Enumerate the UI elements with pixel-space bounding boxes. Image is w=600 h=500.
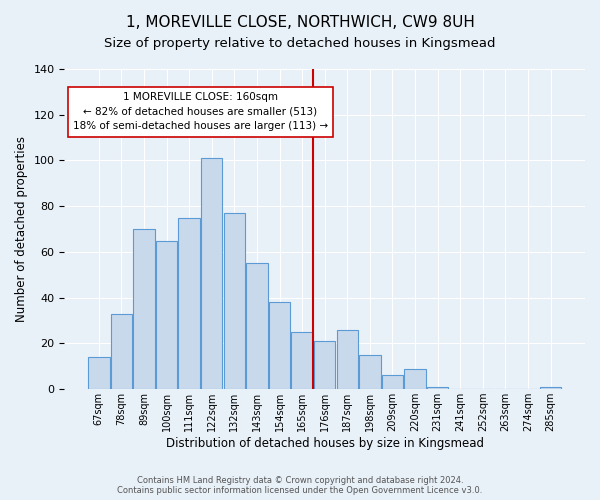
Bar	[88, 357, 110, 389]
Bar	[314, 341, 335, 389]
Bar	[156, 240, 177, 389]
Bar	[540, 387, 562, 389]
Text: 1, MOREVILLE CLOSE, NORTHWICH, CW9 8UH: 1, MOREVILLE CLOSE, NORTHWICH, CW9 8UH	[125, 15, 475, 30]
Bar	[110, 314, 132, 389]
Bar	[246, 264, 268, 389]
Bar	[382, 376, 403, 389]
Bar	[133, 229, 155, 389]
Bar	[201, 158, 223, 389]
Text: 1 MOREVILLE CLOSE: 160sqm
← 82% of detached houses are smaller (513)
18% of semi: 1 MOREVILLE CLOSE: 160sqm ← 82% of detac…	[73, 92, 328, 132]
Bar	[404, 368, 426, 389]
Text: Contains HM Land Registry data © Crown copyright and database right 2024.
Contai: Contains HM Land Registry data © Crown c…	[118, 476, 482, 495]
Bar	[427, 387, 448, 389]
Bar	[269, 302, 290, 389]
Bar	[359, 355, 380, 389]
Text: Size of property relative to detached houses in Kingsmead: Size of property relative to detached ho…	[104, 38, 496, 51]
Bar	[292, 332, 313, 389]
Bar	[224, 213, 245, 389]
X-axis label: Distribution of detached houses by size in Kingsmead: Distribution of detached houses by size …	[166, 437, 484, 450]
Bar	[337, 330, 358, 389]
Y-axis label: Number of detached properties: Number of detached properties	[15, 136, 28, 322]
Bar	[178, 218, 200, 389]
